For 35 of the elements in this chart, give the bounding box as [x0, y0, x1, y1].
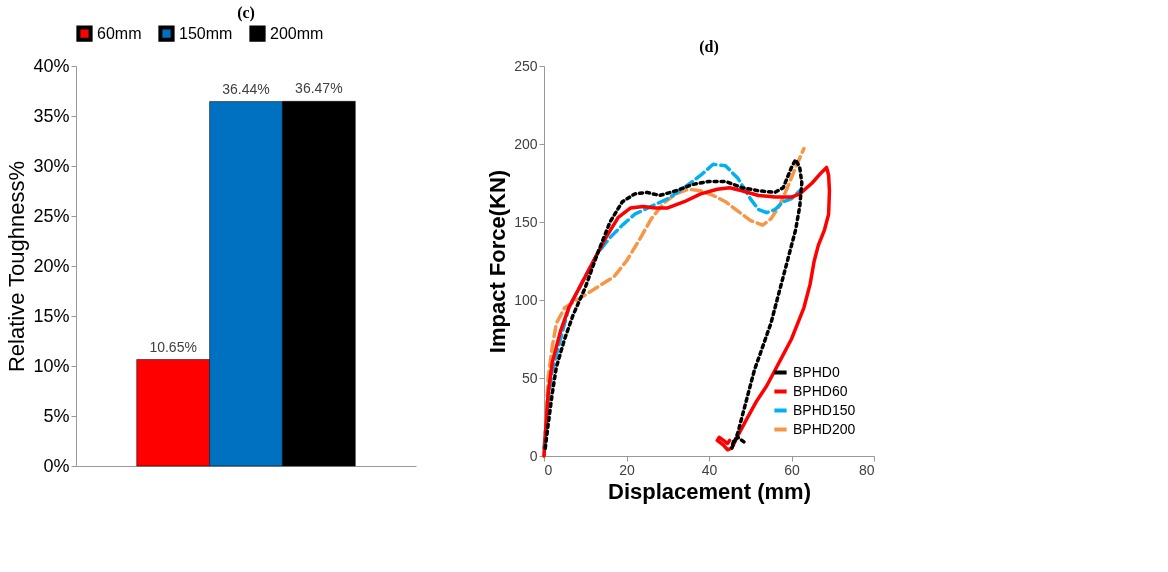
- chart-title: (d): [699, 38, 719, 56]
- y-tick-label: 20%: [33, 255, 70, 276]
- legend-label: BPHD60: [793, 382, 848, 399]
- y-tick-label: 5%: [43, 405, 70, 426]
- y-tick-label: 30%: [33, 155, 70, 176]
- x-tick-label: 80: [858, 461, 875, 478]
- y-axis-title: Impact Force(KN): [485, 169, 511, 354]
- x-tick-label: 60: [784, 461, 800, 478]
- x-tick-label: 20: [619, 461, 635, 478]
- y-axis-title: Relative Toughness%: [4, 160, 30, 373]
- data-label: 36.47%: [295, 80, 343, 97]
- data-label: 10.65%: [149, 338, 197, 355]
- legend-label: BPHD200: [793, 420, 856, 437]
- y-tick-label: 0%: [43, 455, 70, 476]
- y-tick-label: 50: [521, 369, 538, 386]
- legend-label: BPHD0: [793, 363, 840, 380]
- y-tick-label: 10%: [33, 355, 70, 376]
- data-label: 36.44%: [222, 80, 270, 97]
- chart-title: (c): [237, 4, 255, 22]
- y-tick-label: 150: [514, 213, 538, 230]
- y-tick-label: 100: [514, 291, 538, 308]
- y-tick-label: 15%: [33, 305, 70, 326]
- y-tick-label: 200: [514, 135, 538, 152]
- y-tick-label: 25%: [33, 205, 70, 226]
- y-tick-label: 40%: [33, 55, 70, 76]
- y-tick-label: 35%: [33, 105, 70, 126]
- y-tick-label: 0: [529, 447, 538, 464]
- legend-label: BPHD150: [793, 401, 856, 418]
- legend-label: 200mm: [270, 24, 324, 42]
- x-axis-title: Displacement (mm): [608, 478, 811, 504]
- x-tick-label: 40: [701, 461, 718, 478]
- y-tick-label: 250: [514, 57, 538, 74]
- x-tick-label: 0: [544, 461, 553, 478]
- legend-label: 150mm: [179, 24, 233, 42]
- legend-label: 60mm: [97, 24, 142, 42]
